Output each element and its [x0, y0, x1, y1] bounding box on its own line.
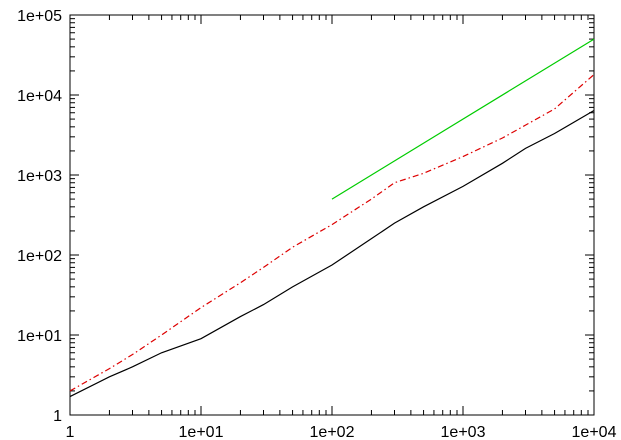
x-tick-label: 1e+01: [179, 424, 224, 440]
ticks-layer: [69, 14, 595, 416]
series-layer: [69, 38, 595, 398]
tick-labels-layer: 1 1e+01 1e+02 1e+03 1e+04 1 1e+01 1e+02 1e+03 1e+…: [17, 8, 617, 440]
y-tick-label: 1: [53, 408, 62, 425]
y-tick-label: 1e+03: [17, 168, 62, 185]
x-tick-label: 1: [66, 424, 75, 440]
green-reference-line: [331, 38, 595, 200]
x-tick-label: 1e+02: [310, 424, 355, 440]
y-tick-label: 1e+04: [17, 88, 62, 105]
y-tick-label: 1e+01: [17, 328, 62, 345]
x-tick-label: 1e+03: [441, 424, 486, 440]
red-dashdot-series: [69, 74, 595, 392]
y-tick-label: 1e+02: [17, 248, 62, 265]
x-tick-label: 1e+04: [572, 424, 617, 440]
black-series: [69, 109, 595, 398]
y-tick-label: 1e+05: [17, 8, 62, 25]
plot-frame: [69, 14, 595, 416]
